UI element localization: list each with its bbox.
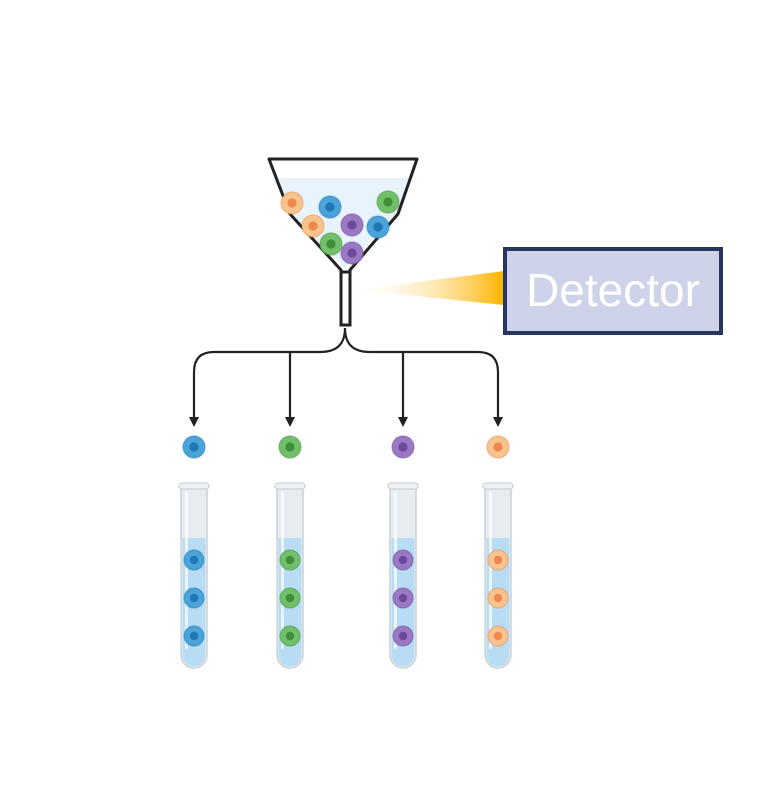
tube-cell-purple [392,549,414,571]
detector-label: Detector [526,264,700,316]
funnel-nozzle [339,270,352,327]
test-tube-icon [482,482,514,669]
sorted-cell-purple [391,435,415,459]
funnel-cell-blue [366,215,390,239]
light-beam-icon [356,271,504,305]
test-tube-icon [178,482,210,669]
test-tube-icon [387,482,419,669]
test-tube-icon [274,482,306,669]
funnel-cell-orange [280,191,304,215]
tube-cell-green [279,587,301,609]
tube-cell-purple [392,625,414,647]
tube-cell-purple [392,587,414,609]
output-green [274,435,306,669]
tube-cell-orange [487,587,509,609]
tube-cell-orange [487,625,509,647]
output-purple [387,435,419,669]
arrow-down-icon [343,327,503,427]
detector: Detector [503,247,723,335]
output-blue [178,435,210,669]
funnel-cell-green [376,190,400,214]
funnel-cell-green [319,232,343,256]
sorted-cell-orange [486,435,510,459]
sorting-branches [189,327,503,427]
detector-box [503,247,723,335]
funnel-icon [267,157,419,327]
funnel-cell-purple [340,241,364,265]
funnel-cell-blue [318,195,342,219]
sorted-outputs [178,435,514,669]
arrow-down-icon [189,327,347,427]
sorted-cell-blue [182,435,206,459]
funnel-cells [280,190,400,265]
funnel-cell-purple [340,213,364,237]
tube-cell-blue [183,587,205,609]
tube-cell-green [279,625,301,647]
tube-cell-blue [183,625,205,647]
tube-cell-orange [487,549,509,571]
tube-cell-blue [183,549,205,571]
sorted-cell-green [278,435,302,459]
tube-cell-green [279,549,301,571]
output-orange [482,435,514,669]
funnel-cell-orange [301,214,325,238]
